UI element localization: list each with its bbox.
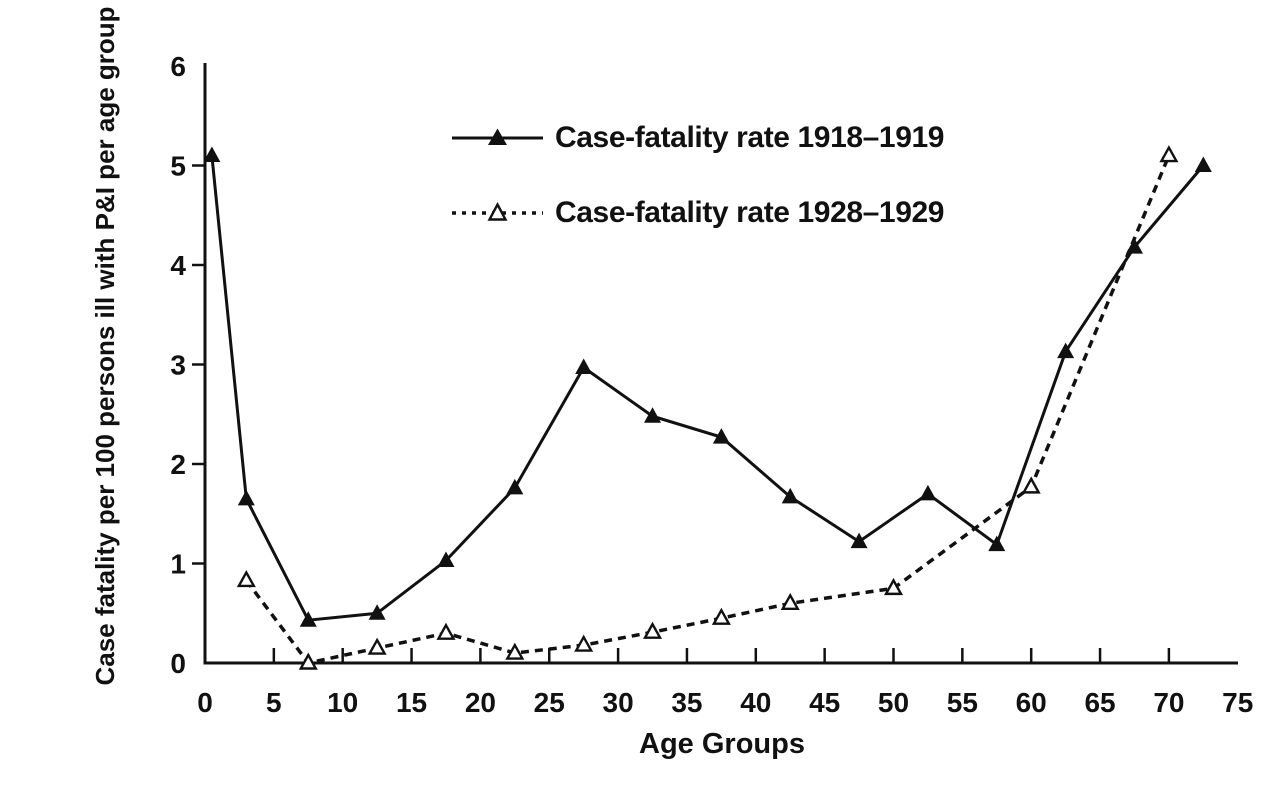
y-axis-label: Case fatality per 100 persons ill with P… [90,6,120,686]
marker-filled-triangle-1918 [1194,156,1212,172]
y-tick-label: 0 [170,648,186,679]
marker-open-triangle-1928 [711,607,731,625]
legend: Case-fatality rate 1918–1919 Case-fatali… [450,117,944,234]
legend-label-1928: Case-fatality rate 1928–1929 [555,196,945,229]
legend-label-1918: Case-fatality rate 1918–1919 [555,121,945,154]
marker-open-triangle-1928 [1021,476,1041,494]
x-axis-label: Age Groups [639,728,805,760]
marker-filled-triangle-1918 [299,611,317,627]
marker-open-triangle-1928 [780,592,800,610]
legend-solid-line-filled-triangle-icon [452,128,543,145]
series-line-1928 [244,154,1171,665]
marker-filled-triangle-1918 [781,487,799,504]
x-tick-label: 25 [534,687,565,718]
x-tick-label: 50 [878,687,909,718]
marker-open-triangle-1928 [574,634,594,652]
series-line-1918 [210,155,1205,622]
marker-filled-triangle-1918 [988,535,1006,552]
y-tick-label: 6 [170,51,186,82]
x-tick-label: 20 [465,687,496,718]
marker-open-triangle-1928 [298,652,318,670]
y-tick-label: 2 [170,449,186,480]
marker-filled-triangle-1918 [506,478,524,495]
marker-filled-triangle-1918 [644,407,662,423]
y-tick-label: 4 [170,250,186,281]
marker-filled-triangle-1918 [203,146,221,163]
marker-open-triangle-1928 [883,577,904,596]
marker-open-triangle-1928 [367,637,387,655]
marker-filled-triangle-1918 [237,489,255,506]
x-tick-label: 65 [1084,687,1115,718]
marker-filled-triangle-1918 [712,428,730,444]
x-tick-label: 15 [396,687,427,718]
x-tick-label: 5 [266,687,282,718]
x-tick-label: 70 [1153,687,1184,718]
x-tick-label: 10 [327,687,358,718]
legend-item-1918: Case-fatality rate 1918–1919 [450,117,944,159]
marker-open-triangle-1928 [436,622,456,640]
y-tick-label: 5 [170,151,186,182]
marker-open-triangle-1928 [505,642,525,660]
x-tick-label: 0 [197,687,213,718]
marker-open-triangle-1928 [1159,145,1179,163]
x-tick-label: 30 [603,687,634,718]
marker-filled-triangle-1918 [1057,342,1075,359]
marker-filled-triangle-1918 [1125,238,1143,254]
legend-item-1928: Case-fatality rate 1928–1929 [450,192,944,234]
marker-filled-triangle-1918 [437,551,455,568]
y-tick-label: 1 [170,549,186,580]
marker-filled-triangle-1918 [575,358,593,374]
marker-filled-triangle-1918 [850,532,868,549]
legend-dotted-line-open-triangle-icon [452,201,543,221]
x-tick-label: 60 [1016,687,1047,718]
marker-open-triangle-1928 [642,621,663,639]
x-tick-label: 40 [740,687,771,718]
y-tick-label: 3 [170,350,186,381]
marker-filled-triangle-1918 [368,604,386,620]
x-tick-label: 35 [671,687,702,718]
x-tick-label: 55 [947,687,978,718]
x-tick-label: 45 [809,687,840,718]
marker-open-triangle-1928 [236,569,256,588]
marker-filled-triangle-1918 [919,484,937,501]
x-tick-label: 75 [1222,687,1253,718]
